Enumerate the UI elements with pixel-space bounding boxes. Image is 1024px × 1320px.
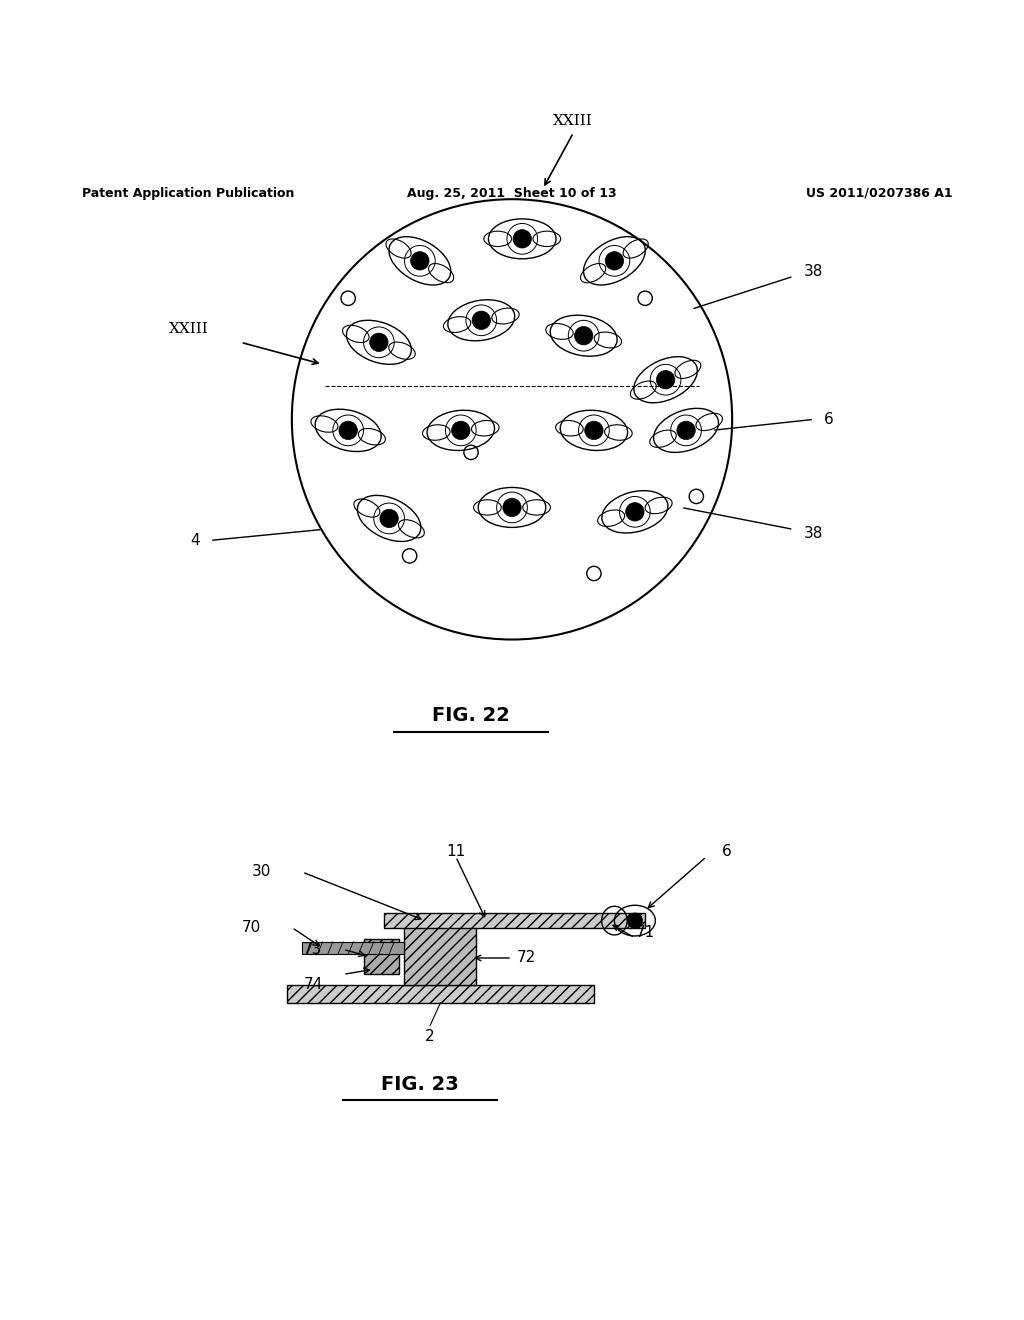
Text: 11: 11 [446,843,465,859]
Ellipse shape [452,421,470,440]
Text: 6: 6 [722,843,732,859]
Text: 4: 4 [190,533,200,548]
Ellipse shape [626,503,644,521]
Ellipse shape [339,421,357,440]
Text: 70: 70 [242,920,261,935]
Text: 71: 71 [636,925,654,940]
Text: 2: 2 [425,1028,435,1044]
Bar [404,917,476,985]
Ellipse shape [411,252,429,271]
Text: 6: 6 [824,412,835,426]
Ellipse shape [627,913,643,928]
Ellipse shape [656,371,675,389]
Text: XXIII: XXIII [169,322,209,335]
Text: 73: 73 [303,941,323,957]
Ellipse shape [513,230,531,248]
Text: Patent Application Publication: Patent Application Publication [82,187,294,199]
Ellipse shape [574,326,593,345]
Bar [287,985,594,1003]
Ellipse shape [585,421,603,440]
Ellipse shape [605,252,624,271]
Ellipse shape [503,498,521,516]
Text: FIG. 23: FIG. 23 [381,1074,459,1094]
Text: US 2011/0207386 A1: US 2011/0207386 A1 [806,187,952,199]
Text: 38: 38 [804,527,823,541]
Text: 74: 74 [303,977,323,993]
Text: 30: 30 [252,865,271,879]
Text: 38: 38 [804,264,823,280]
Ellipse shape [370,333,388,351]
Ellipse shape [472,312,490,330]
Text: 72: 72 [517,950,537,965]
Text: XXIII: XXIII [553,114,593,128]
Bar [384,913,645,928]
Text: FIG. 22: FIG. 22 [432,706,510,725]
Text: Aug. 25, 2011  Sheet 10 of 13: Aug. 25, 2011 Sheet 10 of 13 [408,187,616,199]
Ellipse shape [380,510,398,528]
Ellipse shape [677,421,695,440]
Bar [364,939,399,974]
Bar [302,942,404,954]
